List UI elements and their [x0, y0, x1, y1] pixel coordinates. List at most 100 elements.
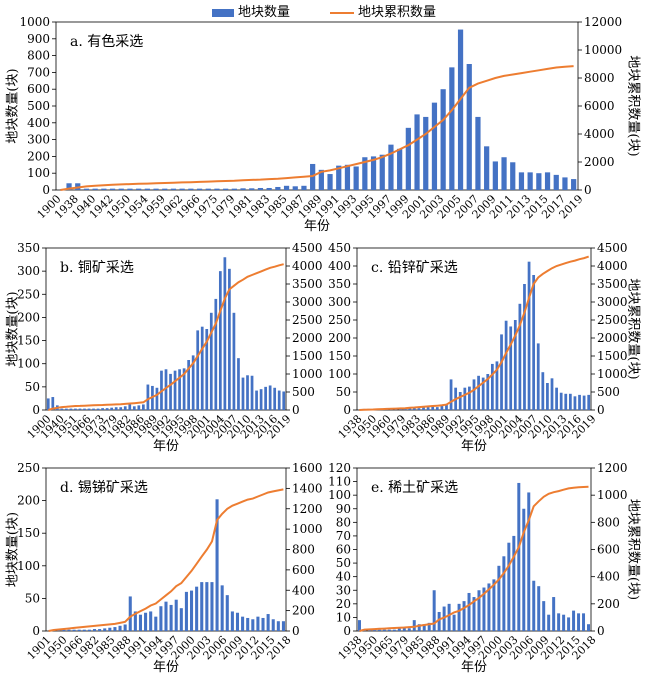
bar [502, 556, 506, 631]
y-tick-label: 60 [336, 543, 351, 557]
bar [577, 613, 581, 631]
bar [174, 599, 178, 631]
bar [69, 408, 73, 410]
bar [458, 392, 462, 410]
bar [553, 174, 559, 190]
bar [449, 379, 453, 410]
bar [417, 624, 421, 631]
bar [466, 64, 472, 190]
bar [137, 405, 141, 410]
bar [547, 614, 551, 631]
bar [457, 603, 461, 631]
bar [241, 377, 245, 410]
y-tick-label: 900 [27, 32, 50, 46]
y2-tick-label: 10000 [584, 43, 622, 57]
legend: 地块数量 地块累积数量 [0, 0, 650, 20]
y-tick-label: 250 [328, 313, 351, 327]
bar [256, 616, 260, 631]
y-tick-label: 1000 [19, 15, 50, 29]
bar [490, 363, 494, 410]
bar [562, 614, 566, 631]
bar [92, 629, 97, 631]
bar [170, 188, 177, 190]
bar [362, 157, 368, 190]
bar [110, 407, 114, 410]
bar [187, 360, 190, 410]
bar [164, 601, 168, 631]
bar [210, 582, 214, 631]
y2-axis-label: 地块累积数量(块) [625, 278, 640, 379]
bar [587, 624, 591, 631]
y2-tick-label: 3000 [597, 295, 628, 309]
bar [77, 629, 81, 631]
y-tick-label: 0 [343, 624, 351, 638]
bar [492, 161, 498, 190]
bar [431, 102, 438, 190]
bar [108, 627, 112, 631]
bar [481, 377, 485, 410]
y2-tick-label: 4500 [292, 241, 323, 255]
y-tick-label: 150 [17, 526, 40, 540]
bar [532, 580, 536, 631]
cumulative-line [60, 65, 574, 191]
bar [251, 619, 255, 631]
y-tick-label: 50 [25, 591, 40, 605]
y-tick-label: 0 [343, 403, 351, 417]
y-tick-label: 50 [336, 556, 351, 570]
bar [397, 148, 403, 190]
y2-tick-label: 800 [597, 515, 620, 529]
y2-tick-label: 6000 [584, 99, 615, 113]
bar [218, 271, 222, 410]
bar [482, 587, 486, 631]
bar [327, 174, 333, 190]
bar [477, 375, 480, 410]
bar [223, 257, 227, 410]
bar [123, 624, 127, 631]
bar [447, 603, 451, 631]
legend-bar-swatch [212, 8, 234, 17]
y-tick-label: 100 [328, 367, 351, 381]
bar [144, 612, 148, 631]
y-tick-label: 100 [328, 488, 351, 502]
bar [273, 387, 277, 410]
y2-tick-label: 0 [584, 183, 592, 197]
bar [237, 358, 240, 410]
bar [232, 312, 236, 410]
y-tick-label: 250 [17, 461, 40, 475]
bar [382, 629, 386, 631]
y2-tick-label: 8000 [584, 71, 615, 85]
bar [422, 407, 425, 410]
bar [74, 408, 77, 410]
y2-tick-label: 2000 [292, 331, 323, 345]
y2-tick-label: 400 [292, 583, 315, 597]
bar [257, 187, 264, 190]
panel-label: c. 铅锌矿采选 [371, 260, 458, 276]
bar [475, 116, 481, 190]
bar [149, 611, 153, 631]
y-tick-label: 80 [336, 515, 351, 529]
bar [66, 183, 72, 190]
bar [582, 613, 586, 631]
bar [83, 188, 90, 190]
bar [67, 629, 71, 631]
bar [261, 617, 265, 631]
bar [518, 172, 525, 190]
bar [518, 303, 522, 410]
bar [513, 320, 517, 410]
bar [487, 583, 491, 631]
x-axis-label: 年份 [153, 660, 179, 675]
bar [357, 620, 361, 631]
bar [146, 384, 150, 410]
bar [220, 585, 224, 631]
bar [128, 596, 132, 631]
bar [188, 188, 194, 190]
y-tick-label: 70 [336, 529, 351, 543]
bar [392, 629, 396, 631]
bar [191, 355, 195, 410]
bar [497, 565, 501, 631]
y2-tick-label: 2500 [292, 313, 323, 327]
bar [82, 629, 86, 631]
bar [372, 629, 376, 631]
bar [527, 261, 531, 410]
